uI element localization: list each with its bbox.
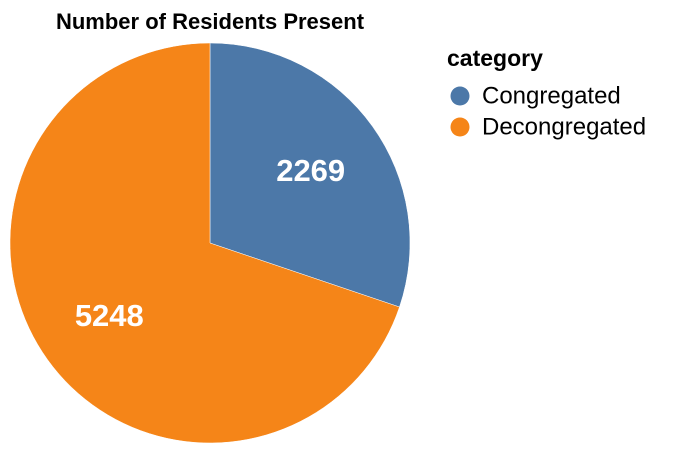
- slice-labels: 2269 5248: [75, 153, 345, 333]
- legend-label-decongregated: Decongregated: [482, 114, 646, 141]
- pie-slices: [9, 42, 411, 444]
- legend-title: category: [447, 45, 543, 71]
- legend-swatch-decongregated: [450, 117, 470, 137]
- pie-slice-decongregated: [9, 42, 400, 444]
- pie-slice-congregated: [209, 42, 411, 308]
- legend: category Congregated Decongregated: [447, 45, 646, 141]
- legend-swatch-congregated: [450, 86, 470, 106]
- chart-title: Number of Residents Present: [56, 9, 365, 34]
- slice-value-label-decongregated: 5248: [75, 298, 144, 333]
- legend-items: Congregated Decongregated: [450, 83, 646, 141]
- legend-label-congregated: Congregated: [482, 83, 621, 110]
- slice-value-label-congregated: 2269: [276, 153, 345, 188]
